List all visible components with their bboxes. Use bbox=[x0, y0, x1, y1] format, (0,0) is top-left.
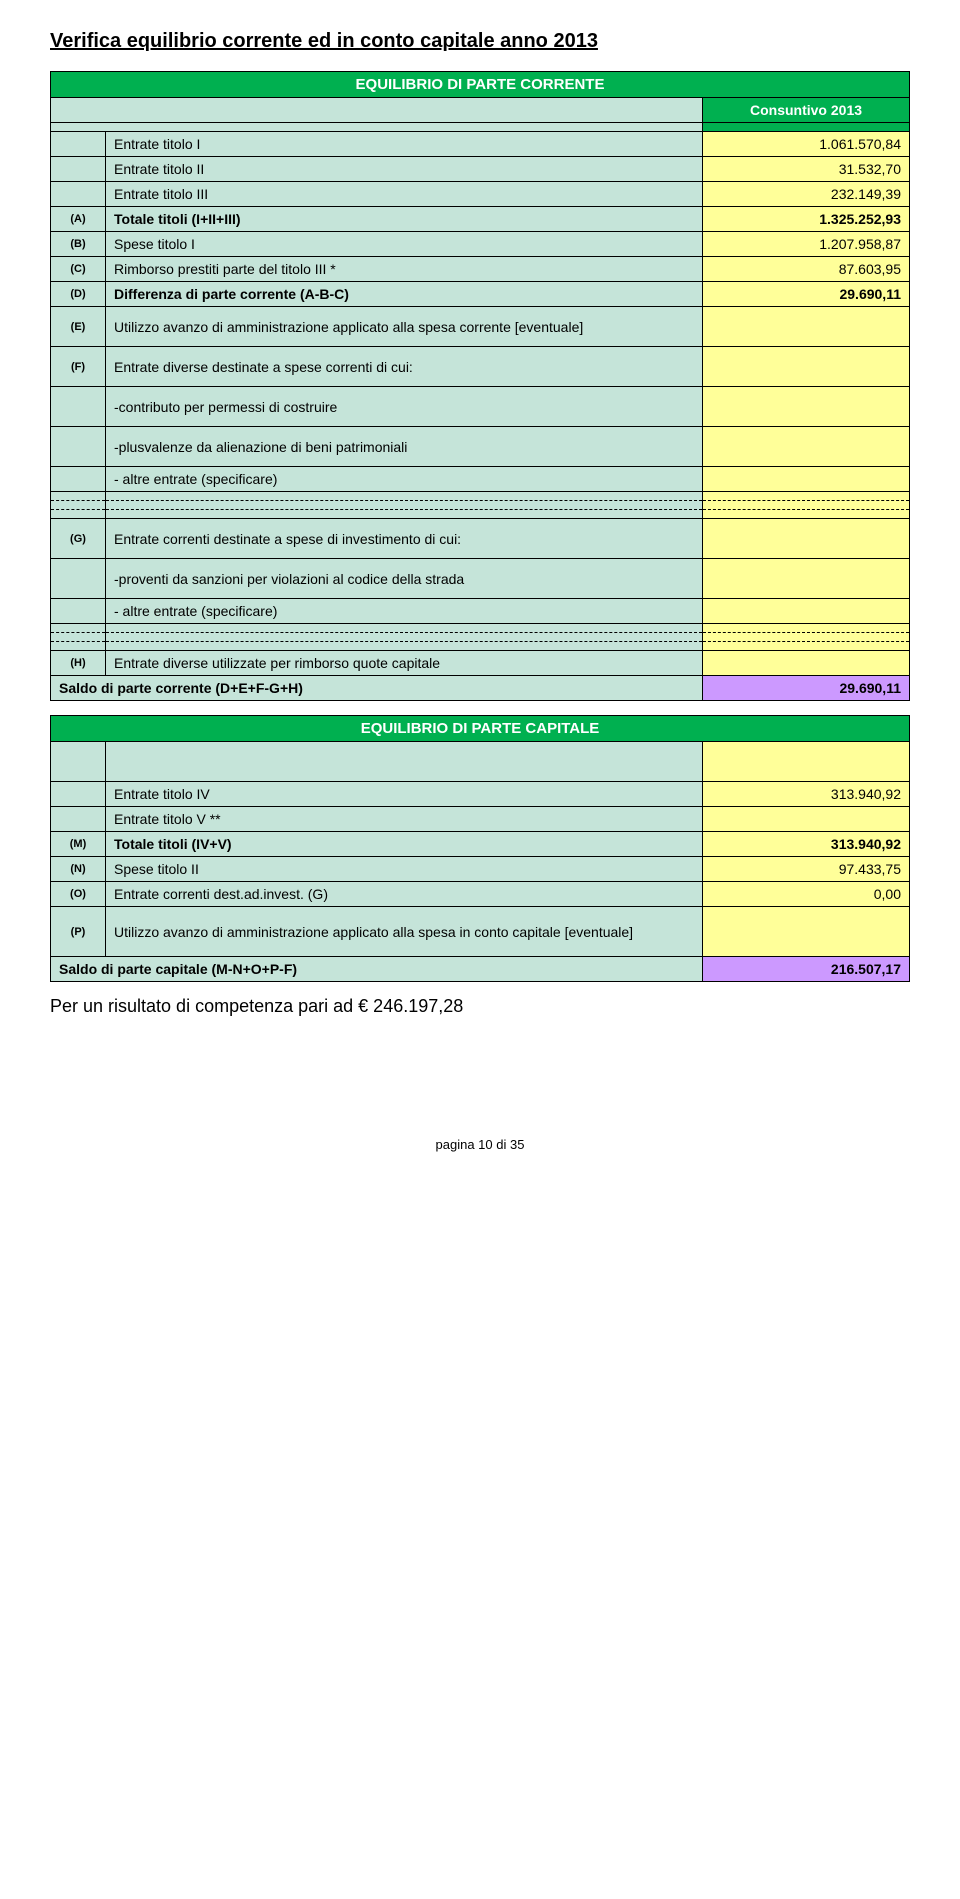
consuntivo-label: Consuntivo 2013 bbox=[703, 98, 910, 123]
result-text: Per un risultato di competenza pari ad €… bbox=[50, 996, 910, 1017]
table-row bbox=[51, 510, 910, 519]
table-row: (D) Differenza di parte corrente (A-B-C)… bbox=[51, 282, 910, 307]
table-row bbox=[51, 642, 910, 651]
table-row: Entrate titolo IV 313.940,92 bbox=[51, 782, 910, 807]
table-row: (F) Entrate diverse destinate a spese co… bbox=[51, 347, 910, 387]
saldo-capitale-value: 216.507,17 bbox=[703, 957, 910, 982]
table-row: -plusvalenze da alienazione di beni patr… bbox=[51, 427, 910, 467]
page-footer: pagina 10 di 35 bbox=[50, 1137, 910, 1152]
table-row: (O) Entrate correnti dest.ad.invest. (G)… bbox=[51, 882, 910, 907]
table-row: (N) Spese titolo II 97.433,75 bbox=[51, 857, 910, 882]
table-row: Entrate titolo I 1.061.570,84 bbox=[51, 132, 910, 157]
page-title: Verifica equilibrio corrente ed in conto… bbox=[50, 30, 910, 53]
table-row: (M) Totale titoli (IV+V) 313.940,92 bbox=[51, 832, 910, 857]
table-capitale: EQUILIBRIO DI PARTE CAPITALE Entrate tit… bbox=[50, 715, 910, 982]
saldo-corrente-label: Saldo di parte corrente (D+E+F-G+H) bbox=[51, 676, 703, 701]
table-row: (A) Totale titoli (I+II+III) 1.325.252,9… bbox=[51, 207, 910, 232]
table-row: Entrate titolo II 31.532,70 bbox=[51, 157, 910, 182]
table-row: (E) Utilizzo avanzo di amministrazione a… bbox=[51, 307, 910, 347]
table-row: -proventi da sanzioni per violazioni al … bbox=[51, 559, 910, 599]
table-row: -contributo per permessi di costruire bbox=[51, 387, 910, 427]
header-corrente: EQUILIBRIO DI PARTE CORRENTE bbox=[51, 72, 910, 98]
saldo-capitale-label: Saldo di parte capitale (M-N+O+P-F) bbox=[51, 957, 703, 982]
table-row: - altre entrate (specificare) bbox=[51, 467, 910, 492]
table-row: (G) Entrate correnti destinate a spese d… bbox=[51, 519, 910, 559]
header-capitale: EQUILIBRIO DI PARTE CAPITALE bbox=[51, 716, 910, 742]
table-row: Entrate titolo V ** bbox=[51, 807, 910, 832]
table-row bbox=[51, 633, 910, 642]
table-row: - altre entrate (specificare) bbox=[51, 599, 910, 624]
saldo-corrente-value: 29.690,11 bbox=[703, 676, 910, 701]
table-row: (P) Utilizzo avanzo di amministrazione a… bbox=[51, 907, 910, 957]
table-row: (B) Spese titolo I 1.207.958,87 bbox=[51, 232, 910, 257]
table-row bbox=[51, 624, 910, 633]
cell-empty bbox=[51, 98, 703, 123]
table-row: (H) Entrate diverse utilizzate per rimbo… bbox=[51, 651, 910, 676]
table-row: (C) Rimborso prestiti parte del titolo I… bbox=[51, 257, 910, 282]
table-row bbox=[51, 492, 910, 501]
table-corrente: EQUILIBRIO DI PARTE CORRENTE Consuntivo … bbox=[50, 71, 910, 701]
table-row: Entrate titolo III 232.149,39 bbox=[51, 182, 910, 207]
saldo-corrente-row: Saldo di parte corrente (D+E+F-G+H) 29.6… bbox=[51, 676, 910, 701]
saldo-capitale-row: Saldo di parte capitale (M-N+O+P-F) 216.… bbox=[51, 957, 910, 982]
table-row bbox=[51, 501, 910, 510]
